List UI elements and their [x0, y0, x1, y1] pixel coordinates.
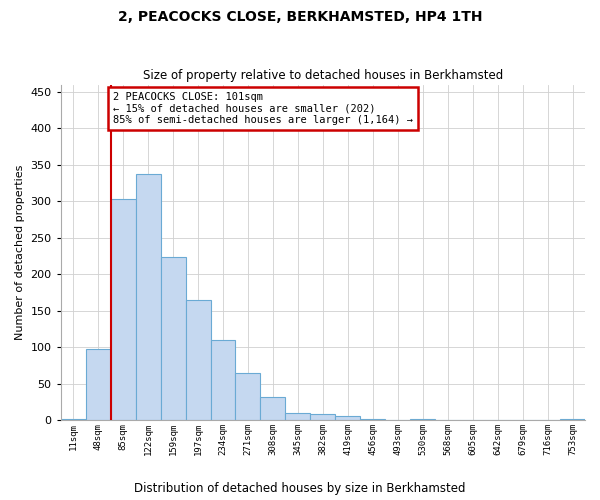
Bar	[110, 199, 136, 420]
Bar	[260, 396, 286, 420]
Bar	[235, 372, 260, 420]
Bar	[185, 300, 211, 420]
Bar	[410, 418, 435, 420]
Bar	[310, 414, 335, 420]
Bar	[211, 340, 235, 420]
Bar	[335, 416, 361, 420]
Title: Size of property relative to detached houses in Berkhamsted: Size of property relative to detached ho…	[143, 69, 503, 82]
Text: 2 PEACOCKS CLOSE: 101sqm
← 15% of detached houses are smaller (202)
85% of semi-: 2 PEACOCKS CLOSE: 101sqm ← 15% of detach…	[113, 92, 413, 125]
Text: 2, PEACOCKS CLOSE, BERKHAMSTED, HP4 1TH: 2, PEACOCKS CLOSE, BERKHAMSTED, HP4 1TH	[118, 10, 482, 24]
Bar	[86, 349, 110, 420]
Bar	[286, 412, 310, 420]
Bar	[136, 174, 161, 420]
Bar	[361, 418, 385, 420]
Y-axis label: Number of detached properties: Number of detached properties	[15, 164, 25, 340]
Bar	[161, 256, 185, 420]
Bar	[560, 418, 585, 420]
Bar	[61, 418, 86, 420]
Text: Distribution of detached houses by size in Berkhamsted: Distribution of detached houses by size …	[134, 482, 466, 495]
